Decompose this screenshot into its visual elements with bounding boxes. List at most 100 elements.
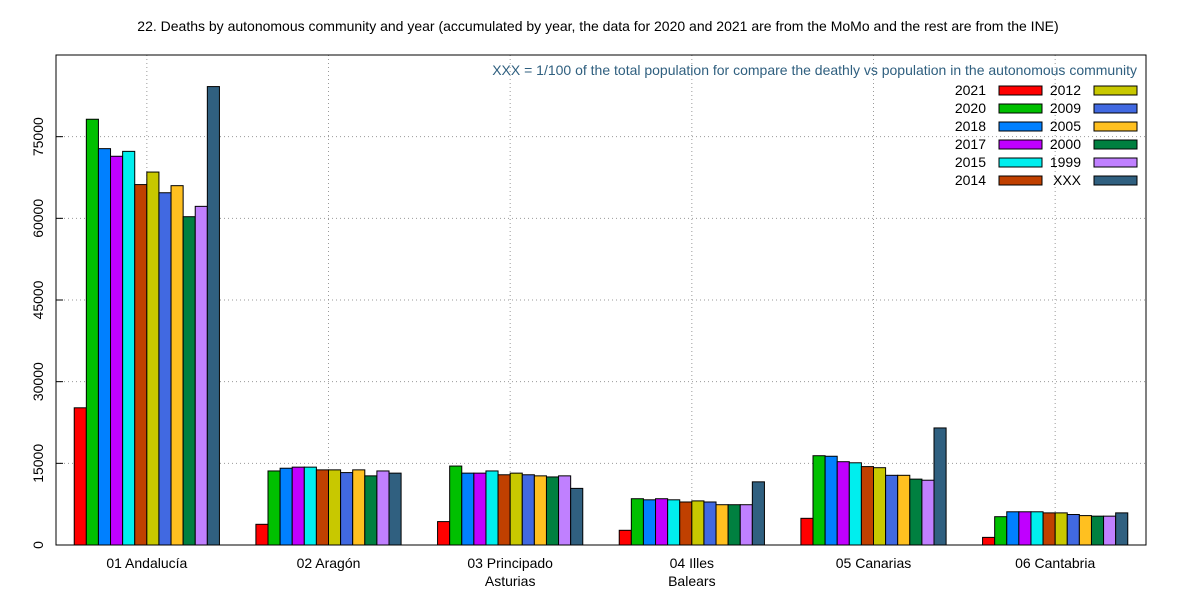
bar-2021-5 xyxy=(800,517,814,546)
bar-1999-4 xyxy=(739,504,753,546)
bar-2015-2 xyxy=(303,466,317,546)
bar-2015-6 xyxy=(1030,511,1044,546)
bar-2005-2 xyxy=(352,469,366,546)
bar-2009-6 xyxy=(1066,514,1080,546)
bar-2009-1 xyxy=(158,192,172,546)
bar-2014-5 xyxy=(860,466,875,546)
bar-2015-5 xyxy=(848,462,862,546)
bar-1999-3 xyxy=(558,475,572,546)
bar-xxx-3 xyxy=(570,487,584,546)
legend-swatch-2000 xyxy=(1093,139,1138,150)
legend-label: 2020 xyxy=(955,100,986,116)
bar-2017-6 xyxy=(1018,511,1032,546)
bar-2021-1 xyxy=(73,407,87,546)
bar-2012-5 xyxy=(873,467,887,546)
bar-2000-6 xyxy=(1090,515,1105,546)
bars xyxy=(73,86,1129,546)
legend: 2021 2020 2018 2017 2015 2014 2012 2009 2005 2000… xyxy=(955,82,1138,188)
bar-2014-2 xyxy=(315,469,329,546)
bar-2000-5 xyxy=(909,478,923,546)
bar-2017-5 xyxy=(836,461,850,546)
bar-2021-2 xyxy=(255,523,269,546)
bar-2000-4 xyxy=(727,504,741,546)
bar-2012-3 xyxy=(509,472,523,546)
bar-2020-2 xyxy=(267,470,281,546)
bar-xxx-4 xyxy=(751,481,765,546)
legend-swatch-2009 xyxy=(1093,103,1138,114)
bar-1999-5 xyxy=(921,479,935,546)
bar-2009-5 xyxy=(885,474,899,546)
legend-label: 2012 xyxy=(1050,82,1081,98)
bar-2014-1 xyxy=(134,184,148,546)
legend-label: 2000 xyxy=(1050,136,1081,152)
bar-2017-1 xyxy=(110,155,124,546)
bar-2012-1 xyxy=(146,171,160,546)
bar-2020-4 xyxy=(630,498,644,546)
category-label: 02 Aragón xyxy=(297,555,361,571)
category-label: 04 Illes xyxy=(670,555,714,571)
bar-2000-3 xyxy=(545,476,560,546)
bar-2015-4 xyxy=(667,499,681,546)
bar-2020-5 xyxy=(812,455,826,546)
plot-frame xyxy=(55,54,1147,546)
legend-swatch-2014 xyxy=(998,175,1043,186)
y-tick-label: 75000 xyxy=(30,117,46,156)
bar-2012-6 xyxy=(1054,512,1068,546)
category-label: 03 Principado xyxy=(467,555,553,571)
bar-2018-4 xyxy=(642,499,657,546)
bar-2005-4 xyxy=(715,504,729,546)
legend-swatch-2012 xyxy=(1093,85,1138,96)
grid-lines xyxy=(56,55,1146,545)
legend-swatch-xxx xyxy=(1093,175,1138,186)
legend-label: 2017 xyxy=(955,136,986,152)
legend-swatch-1999 xyxy=(1093,157,1138,168)
legend-swatch-2005 xyxy=(1093,121,1138,132)
bar-xxx-6 xyxy=(1115,512,1129,546)
legend-label: 1999 xyxy=(1050,154,1081,170)
bar-2009-2 xyxy=(340,472,354,546)
bar-2009-3 xyxy=(521,474,535,546)
bar-1999-2 xyxy=(376,470,390,546)
legend-label: 2005 xyxy=(1050,118,1081,134)
legend-label: 2021 xyxy=(955,82,986,98)
bar-2018-2 xyxy=(279,467,293,546)
population-note: XXX = 1/100 of the total population for … xyxy=(492,62,1137,78)
category-label: 01 Andalucía xyxy=(106,555,187,571)
legend-swatch-2020 xyxy=(998,103,1043,114)
y-tick-label: 15000 xyxy=(30,444,46,483)
category-label: 05 Canarias xyxy=(836,555,912,571)
bar-2015-3 xyxy=(485,470,499,546)
x-axis-ticks: 01 Andalucía 02 Aragón 03 Principado Asturi… xyxy=(106,538,1095,589)
y-tick-label: 0 xyxy=(30,541,46,549)
bar-2017-3 xyxy=(473,472,487,546)
bar-2009-4 xyxy=(703,501,717,546)
bar-2015-1 xyxy=(122,150,136,546)
bar-2018-6 xyxy=(1006,511,1020,546)
bar-2018-1 xyxy=(97,148,112,546)
bar-2014-4 xyxy=(679,501,693,546)
bar-2014-6 xyxy=(1042,512,1056,546)
bar-2017-4 xyxy=(655,498,669,546)
bar-2021-3 xyxy=(437,521,451,546)
legend-label: 2014 xyxy=(955,172,986,188)
chart-title: 22. Deaths by autonomous community and y… xyxy=(137,18,1058,34)
bar-2005-6 xyxy=(1078,515,1092,546)
bar-2017-2 xyxy=(291,466,305,546)
legend-swatch-2021 xyxy=(998,85,1043,96)
bar-2005-5 xyxy=(897,474,911,546)
bar-2012-2 xyxy=(328,469,342,546)
y-tick-label: 45000 xyxy=(30,280,46,319)
bar-xxx-5 xyxy=(933,427,947,546)
legend-swatch-2017 xyxy=(998,139,1043,150)
bar-2020-6 xyxy=(994,516,1008,546)
bar-2005-3 xyxy=(533,475,547,546)
bar-xxx-2 xyxy=(388,472,402,546)
bar-2014-3 xyxy=(497,474,511,546)
bar-2021-4 xyxy=(618,529,632,546)
bar-2005-1 xyxy=(170,185,184,546)
bar-1999-6 xyxy=(1103,515,1117,546)
legend-label: 2015 xyxy=(955,154,986,170)
legend-label: 2009 xyxy=(1050,100,1081,116)
y-axis-ticks: 0 15000 30000 45000 60000 75000 xyxy=(30,117,63,549)
